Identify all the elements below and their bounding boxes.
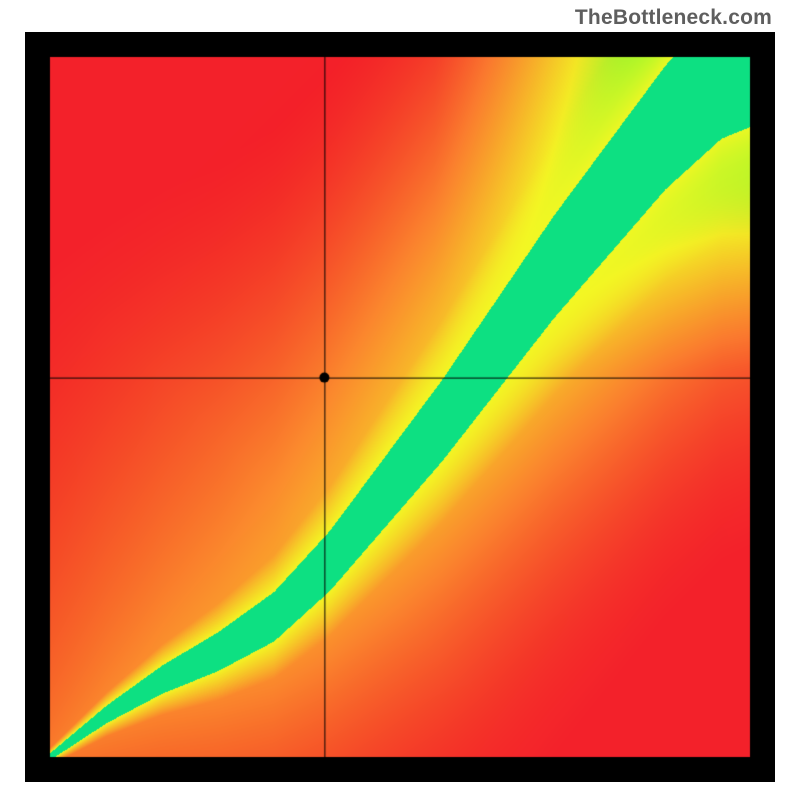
watermark-text: TheBottleneck.com <box>575 6 772 30</box>
heatmap-canvas <box>25 32 775 782</box>
chart-container: TheBottleneck.com <box>0 0 800 800</box>
